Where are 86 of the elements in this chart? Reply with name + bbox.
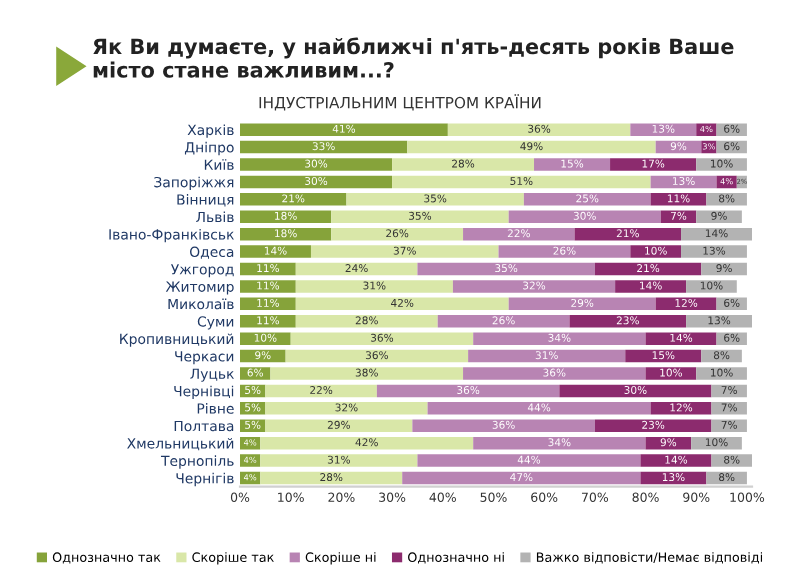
bar xyxy=(240,454,261,467)
bar xyxy=(473,332,646,345)
bar xyxy=(508,297,656,311)
bar xyxy=(559,384,712,398)
bar xyxy=(392,158,535,171)
bar xyxy=(686,314,752,328)
bar xyxy=(285,349,469,363)
bar xyxy=(240,227,332,241)
bar xyxy=(716,123,747,136)
chart-title: Як Ви думаєте, у найближчі п'ять-десять років Ваше місто стане важливим...? xyxy=(93,37,734,78)
bar xyxy=(295,280,453,293)
bar xyxy=(640,454,712,467)
bar xyxy=(452,280,616,293)
bar xyxy=(290,332,474,345)
bar xyxy=(310,245,499,258)
bar xyxy=(407,140,656,154)
bar xyxy=(240,402,266,415)
bar xyxy=(498,245,631,258)
bar xyxy=(331,210,509,224)
bar xyxy=(295,314,438,328)
bar xyxy=(427,402,651,415)
bar xyxy=(686,280,737,293)
bar xyxy=(468,349,626,363)
bar xyxy=(640,471,707,485)
bar xyxy=(696,210,742,224)
bar xyxy=(260,454,418,467)
bar xyxy=(696,123,717,136)
bar xyxy=(447,123,631,136)
bar xyxy=(265,419,413,433)
bar xyxy=(711,419,747,433)
bar xyxy=(392,175,651,189)
bar xyxy=(630,245,682,258)
bar xyxy=(240,419,266,433)
bar xyxy=(650,193,707,206)
bar xyxy=(240,175,393,189)
bar xyxy=(696,367,747,380)
bar xyxy=(240,245,311,258)
bar xyxy=(594,419,712,433)
bar xyxy=(260,471,403,485)
bar xyxy=(615,280,687,293)
bar xyxy=(610,158,697,171)
bar xyxy=(645,367,697,380)
bar xyxy=(412,419,595,433)
bar xyxy=(240,140,408,154)
bar xyxy=(473,436,646,450)
bar xyxy=(716,332,747,345)
bar xyxy=(295,297,509,311)
bar xyxy=(240,280,296,293)
bar xyxy=(574,227,682,241)
bar xyxy=(650,402,712,415)
bar xyxy=(706,193,747,206)
bar xyxy=(569,314,687,328)
bar xyxy=(346,193,524,206)
bar xyxy=(270,367,464,380)
bar xyxy=(240,332,291,345)
bar xyxy=(681,245,747,258)
bar xyxy=(240,210,332,224)
bar xyxy=(240,367,271,380)
bar xyxy=(437,314,570,328)
bar xyxy=(240,158,393,171)
bar xyxy=(265,402,428,415)
bar xyxy=(240,314,296,328)
bar xyxy=(508,210,661,224)
bar xyxy=(417,454,641,467)
bar xyxy=(523,193,651,206)
bar xyxy=(331,227,464,241)
bar xyxy=(711,454,752,467)
bar xyxy=(660,210,697,224)
bar xyxy=(295,262,418,276)
bar xyxy=(630,123,697,136)
bar xyxy=(534,158,611,171)
bar xyxy=(594,262,702,276)
bar xyxy=(650,175,717,189)
bar xyxy=(463,367,646,380)
bar xyxy=(376,384,560,398)
bar xyxy=(625,349,702,363)
bar xyxy=(696,158,747,171)
bar xyxy=(260,436,474,450)
bar xyxy=(463,227,575,241)
bar xyxy=(402,471,641,485)
bar xyxy=(417,262,595,276)
bar xyxy=(711,402,747,415)
bar xyxy=(645,332,717,345)
bar xyxy=(265,384,377,398)
bar xyxy=(240,123,448,136)
bar xyxy=(240,193,347,206)
